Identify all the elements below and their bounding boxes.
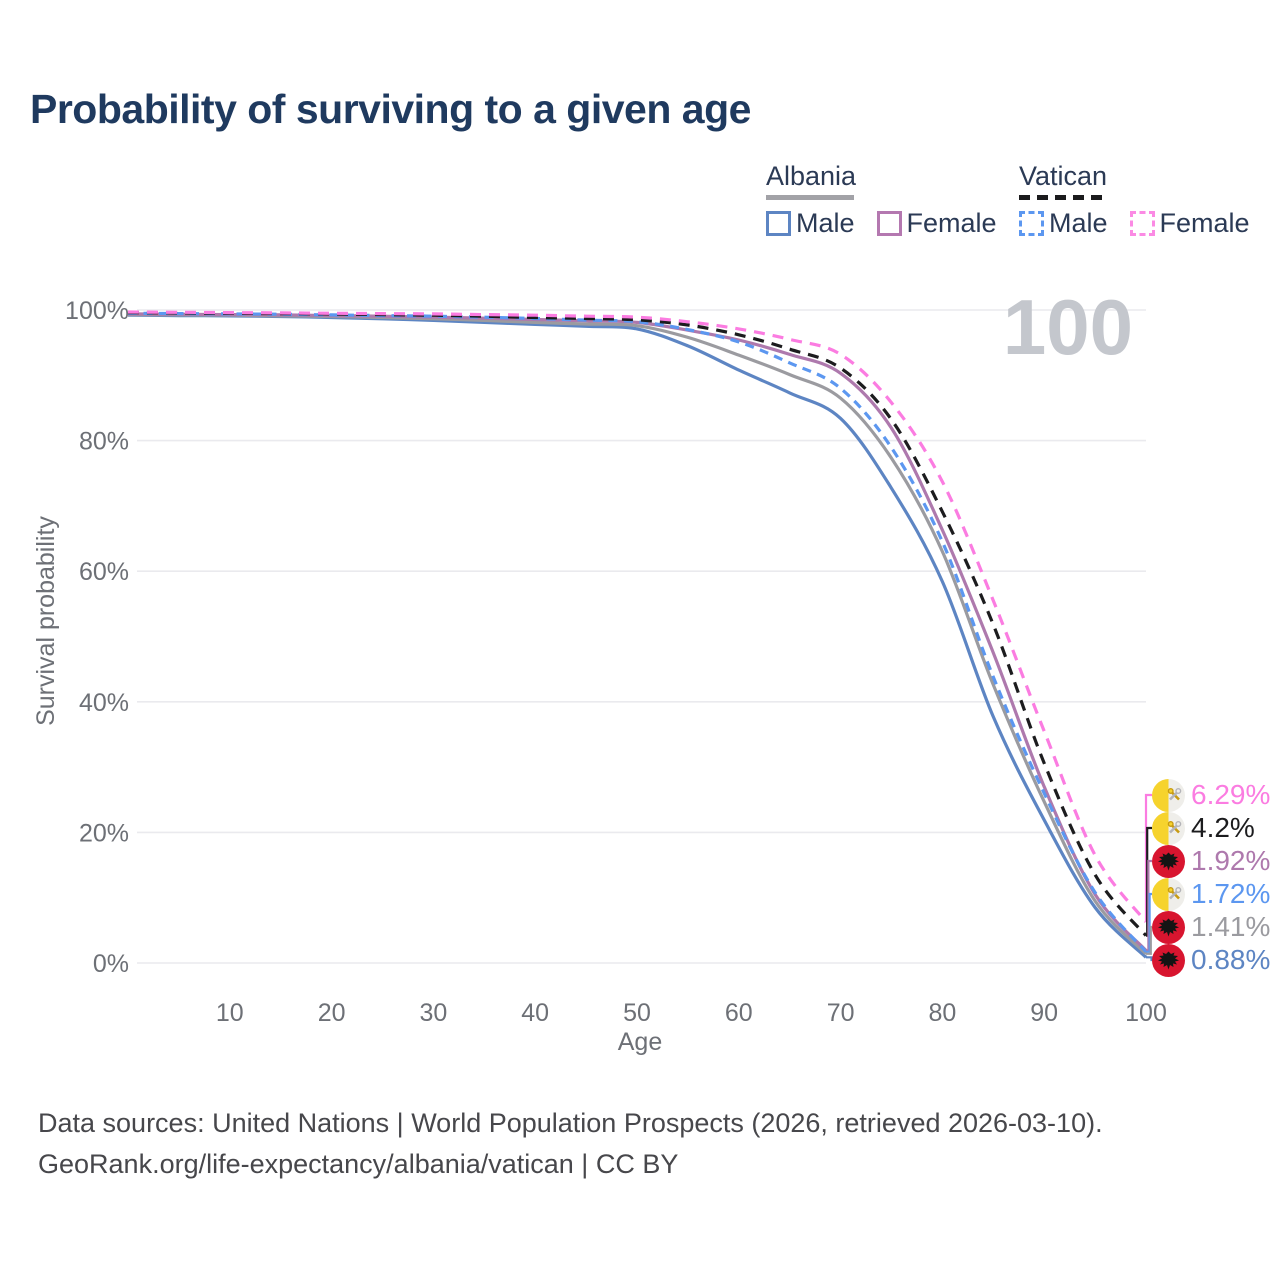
end-label-value: 1.41% <box>1191 911 1271 942</box>
vatican-male-swatch-icon <box>1019 211 1044 236</box>
albania-female-swatch-icon <box>876 211 902 236</box>
albania-combined-line-swatch <box>766 195 854 200</box>
y-tick-label: 100% <box>65 297 129 325</box>
x-tick-label: 50 <box>623 999 651 1027</box>
legend-vatican-label: Vatican <box>1019 161 1108 191</box>
legend-albania-label: Albania <box>766 161 857 191</box>
end-label-value: 1.92% <box>1191 845 1271 876</box>
legend-item-label: Female <box>906 208 997 238</box>
vatican-flag-icon <box>1152 811 1185 845</box>
albania-flag-icon <box>1152 943 1185 977</box>
end-label-albania-male[interactable]: 0.88% <box>1152 943 1270 977</box>
legend-item-label: Male <box>1049 208 1108 238</box>
legend-item-vatican-male[interactable]: Male <box>1019 208 1108 239</box>
age-watermark: 100 <box>1002 283 1133 371</box>
x-axis-title: Age <box>617 1028 663 1056</box>
x-tick-label: 10 <box>216 999 244 1027</box>
curve-vatican-female[interactable] <box>127 310 1148 923</box>
end-label-vatican-both-sexes[interactable]: 4.2% <box>1152 811 1255 845</box>
x-tick-label: 100 <box>1125 999 1167 1027</box>
y-tick-label: 80% <box>79 428 129 456</box>
vatican-flag-icon <box>1152 778 1185 812</box>
vatican-female-swatch-icon <box>1129 211 1155 236</box>
end-label-vatican-female[interactable]: 6.29% <box>1152 778 1270 812</box>
legend-group-albania: Albania Male Female <box>766 161 997 239</box>
curve-albania-male[interactable] <box>127 313 1148 959</box>
leader-line-albania-both-sexes <box>1146 925 1152 955</box>
end-label-value: 6.29% <box>1191 779 1271 810</box>
end-label-value: 1.72% <box>1191 878 1271 909</box>
footer-sources-line: Data sources: United Nations | World Pop… <box>38 1108 1103 1138</box>
albania-male-swatch-icon <box>766 211 791 236</box>
curve-vatican-male[interactable] <box>127 311 1148 953</box>
legend-item-label: Female <box>1159 208 1250 238</box>
curve-vatican-both-sexes[interactable] <box>127 311 1148 937</box>
legend-item-label: Male <box>796 208 855 238</box>
y-tick-label: 20% <box>79 819 129 847</box>
end-label-vatican-male[interactable]: 1.72% <box>1152 877 1270 911</box>
leader-line-vatican-male <box>1146 892 1152 953</box>
x-tick-label: 70 <box>827 999 855 1027</box>
curve-albania-both-sexes[interactable] <box>127 313 1148 955</box>
legend-albania-header[interactable]: Albania <box>766 161 997 200</box>
legend-item-vatican-female[interactable]: Female <box>1129 208 1250 239</box>
y-axis-title: Survival probability <box>32 516 60 726</box>
end-label-albania-both-sexes[interactable]: 1.41% <box>1152 910 1270 944</box>
end-label-albania-female[interactable]: 1.92% <box>1152 844 1270 878</box>
footer-attribution-line: GeoRank.org/life-expectancy/albania/vati… <box>38 1149 679 1179</box>
vatican-flag-icon <box>1152 877 1185 911</box>
vatican-combined-line-swatch <box>1019 195 1107 200</box>
leader-line-vatican-both-sexes <box>1146 826 1152 937</box>
legend-group-vatican: Vatican Male Female <box>1019 161 1250 239</box>
leader-line-albania-male <box>1146 956 1153 962</box>
leader-line-albania-female <box>1146 859 1152 952</box>
curve-albania-female[interactable] <box>127 312 1148 952</box>
x-tick-label: 40 <box>521 999 549 1027</box>
x-tick-label: 30 <box>419 999 447 1027</box>
x-tick-label: 60 <box>725 999 753 1027</box>
y-tick-label: 40% <box>79 689 129 717</box>
legend-item-albania-male[interactable]: Male <box>766 208 855 239</box>
x-tick-label: 90 <box>1030 999 1058 1027</box>
x-tick-label: 80 <box>928 999 956 1027</box>
y-tick-label: 60% <box>79 558 129 586</box>
end-label-value: 0.88% <box>1191 944 1271 975</box>
legend-item-albania-female[interactable]: Female <box>876 208 997 239</box>
end-label-value: 4.2% <box>1191 812 1255 843</box>
x-tick-label: 20 <box>318 999 346 1027</box>
y-tick-label: 0% <box>93 950 129 978</box>
leader-line-vatican-female <box>1144 793 1152 922</box>
page-title: Probability of surviving to a given age <box>30 86 751 132</box>
albania-flag-icon <box>1152 844 1185 878</box>
legend-vatican-header[interactable]: Vatican <box>1019 161 1250 200</box>
albania-flag-icon <box>1152 910 1185 944</box>
data-source-footer: Data sources: United Nations | World Pop… <box>38 1103 1103 1185</box>
